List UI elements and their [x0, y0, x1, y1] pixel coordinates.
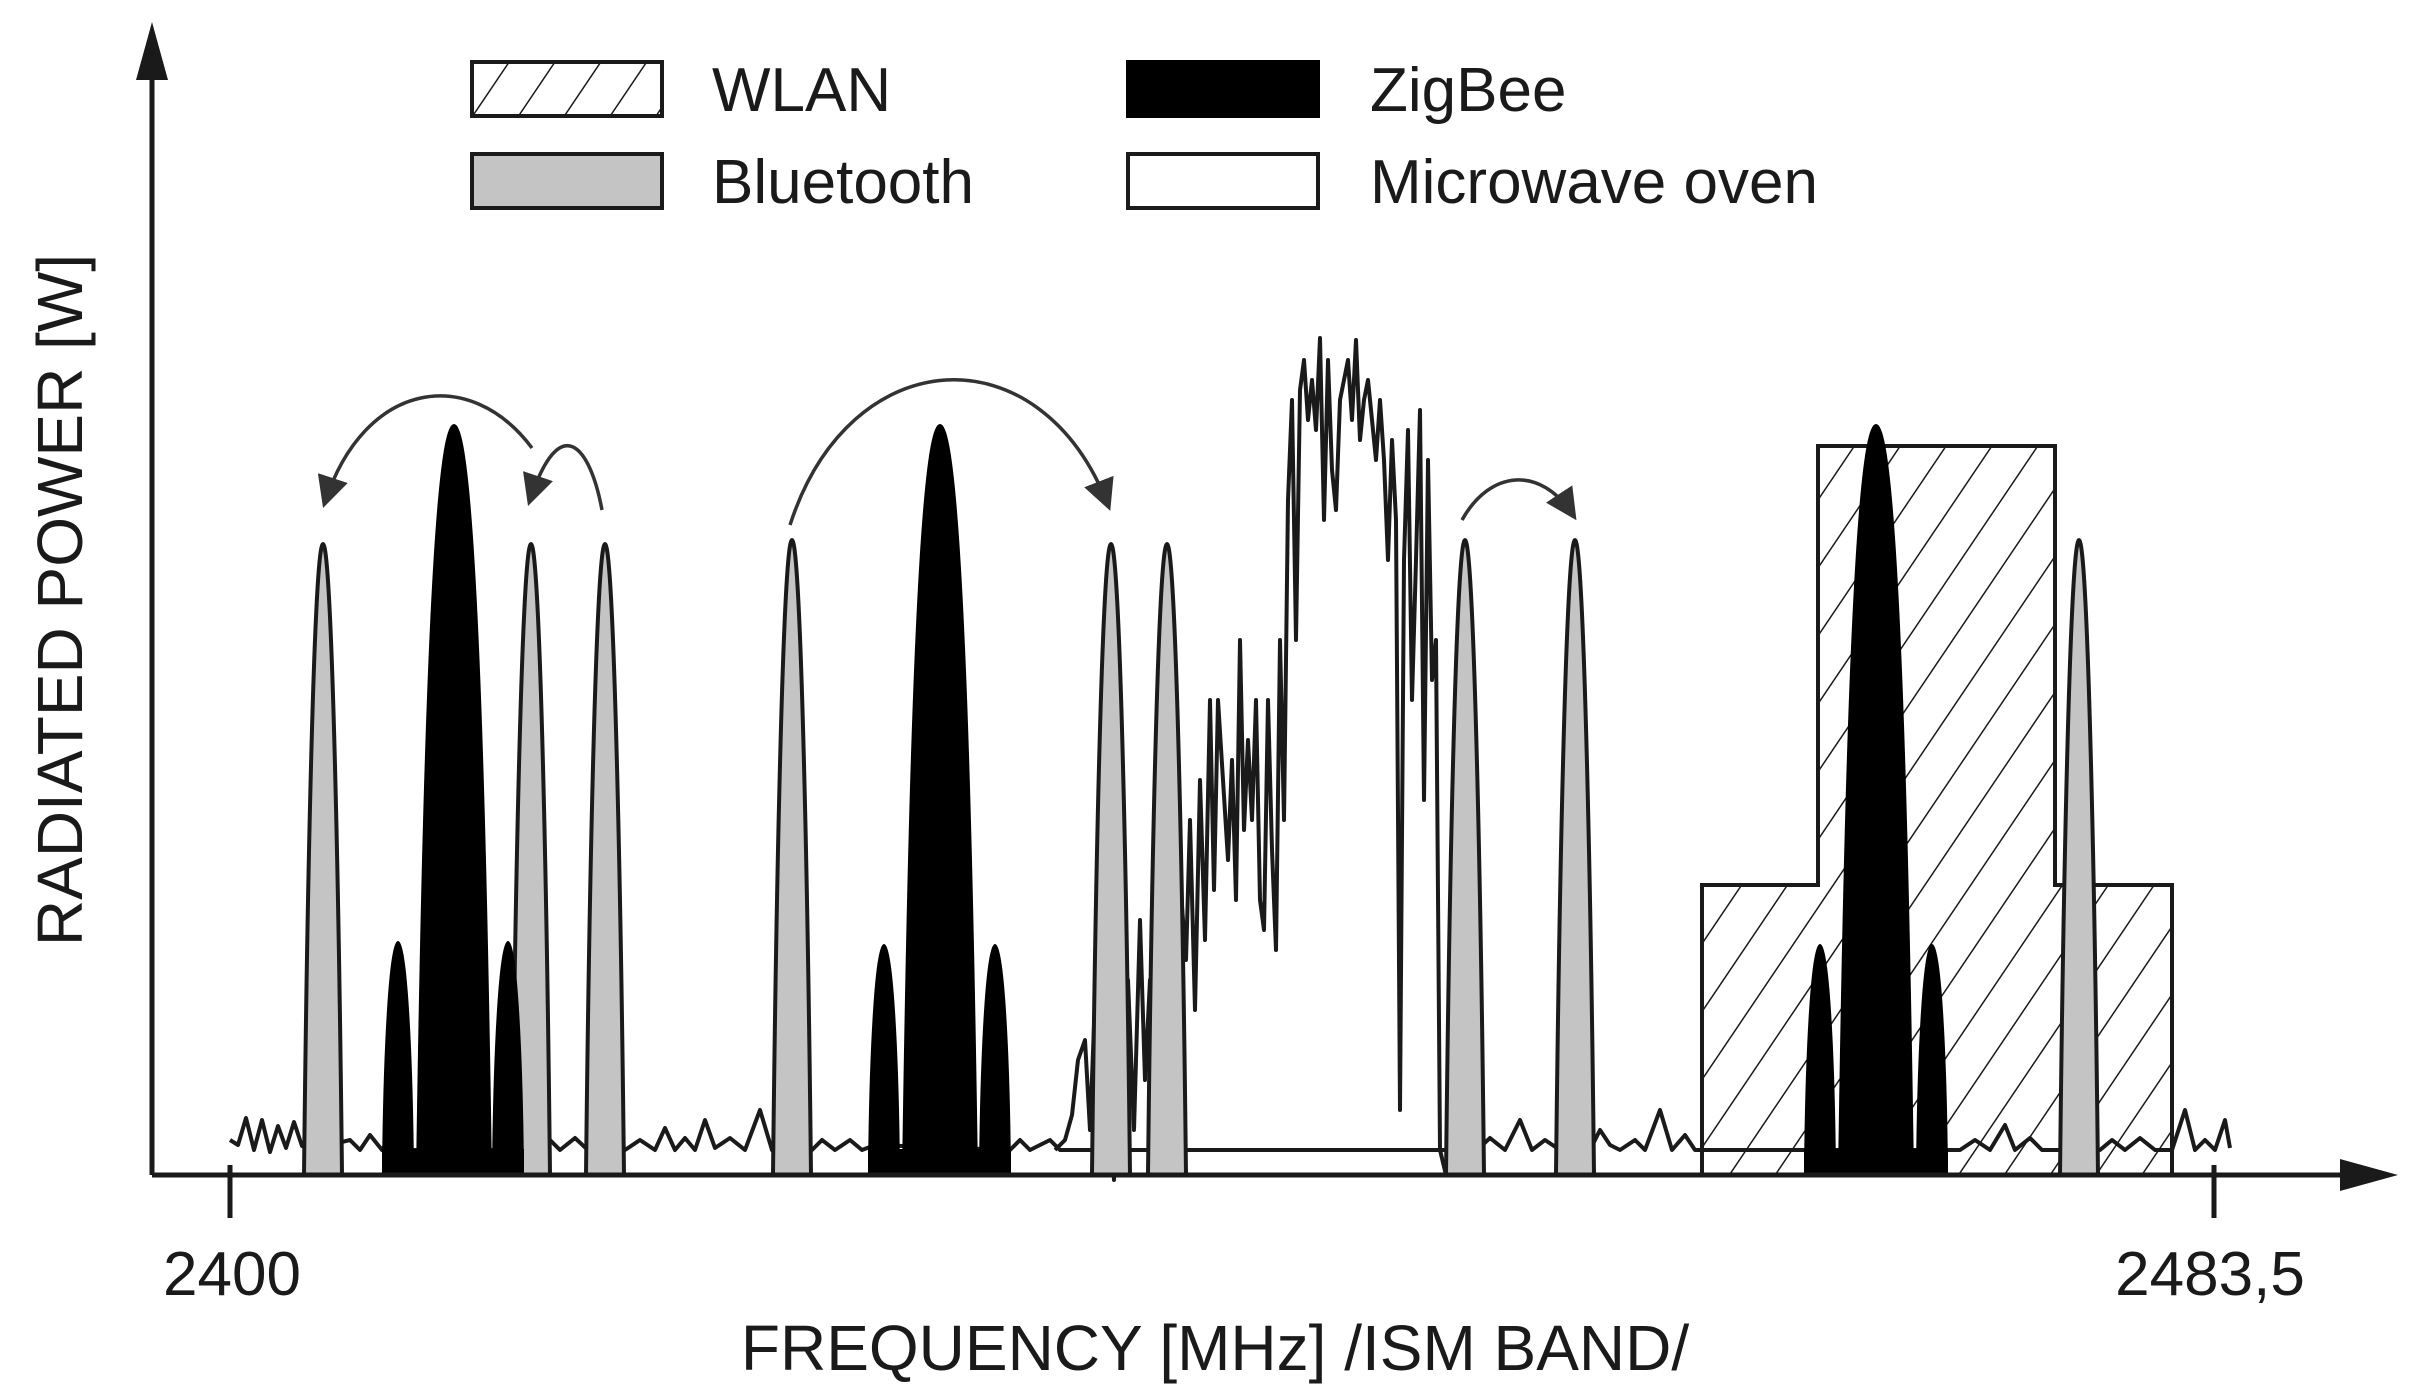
zigbee-side-lobe	[491, 940, 525, 1176]
arrow-head-icon	[136, 22, 168, 80]
bluetooth-channel	[1443, 537, 1487, 1177]
curved-arrow-icon	[523, 444, 604, 511]
x-tick-label-end: 2483,5	[2115, 1240, 2305, 1309]
zigbee-main-lobe	[1837, 423, 1915, 1176]
curved-arrow-icon	[788, 378, 1114, 526]
legend-item-bluetooth: Bluetooth	[470, 148, 974, 217]
x-tick-label-start: 2400	[163, 1240, 301, 1309]
zigbee-floor	[1804, 1149, 1948, 1176]
legend-swatch-wlan	[470, 60, 664, 118]
bluetooth-channel	[509, 541, 553, 1177]
zigbee-side-lobe	[381, 940, 415, 1176]
legend-label-wlan: WLAN	[712, 56, 891, 125]
legend: WLAN ZigBee Bluetooth Microwave oven	[470, 56, 1818, 217]
zigbee-floor	[382, 1149, 524, 1176]
microwave-oven-emission	[1053, 336, 1448, 1182]
bluetooth-channels	[301, 537, 2101, 1177]
legend-item-zigbee: ZigBee	[1126, 56, 1566, 125]
curved-arrow-icon	[1460, 478, 1577, 521]
arrow-head-icon	[2340, 1159, 2398, 1191]
legend-label-bluetooth: Bluetooth	[712, 148, 974, 217]
zigbee-side-lobe	[867, 943, 901, 1176]
bluetooth-channel	[1089, 541, 1133, 1177]
zigbee-channels	[381, 423, 1949, 1176]
bluetooth-channel	[1553, 537, 1597, 1177]
bluetooth-channel	[2057, 537, 2101, 1177]
legend-label-zigbee: ZigBee	[1370, 56, 1566, 125]
bluetooth-channel	[1145, 541, 1189, 1177]
zigbee-side-lobe	[1803, 943, 1837, 1176]
bluetooth-channel	[770, 537, 814, 1177]
bluetooth-channel	[583, 541, 627, 1177]
zigbee-main-lobe	[415, 423, 493, 1176]
zigbee-main-lobe	[901, 423, 979, 1176]
hop-arrows	[317, 378, 1577, 526]
legend-swatch-bluetooth	[470, 152, 664, 210]
legend-item-microwave: Microwave oven	[1126, 148, 1818, 217]
x-axis-label: FREQUENCY [MHz] /ISM BAND/	[741, 1312, 1689, 1384]
zigbee-side-lobe	[978, 943, 1012, 1176]
zigbee-floor	[868, 1149, 1011, 1176]
curved-arrow-icon	[317, 394, 534, 508]
legend-label-microwave: Microwave oven	[1370, 148, 1818, 217]
zigbee-side-lobe	[1915, 943, 1949, 1176]
axes	[136, 22, 2398, 1218]
bluetooth-channel	[301, 541, 345, 1177]
legend-item-wlan: WLAN	[470, 56, 891, 125]
legend-swatch-zigbee	[1126, 60, 1320, 118]
y-axis-label: RADIATED POWER [W]	[24, 254, 96, 946]
legend-swatch-microwave	[1126, 152, 1320, 210]
